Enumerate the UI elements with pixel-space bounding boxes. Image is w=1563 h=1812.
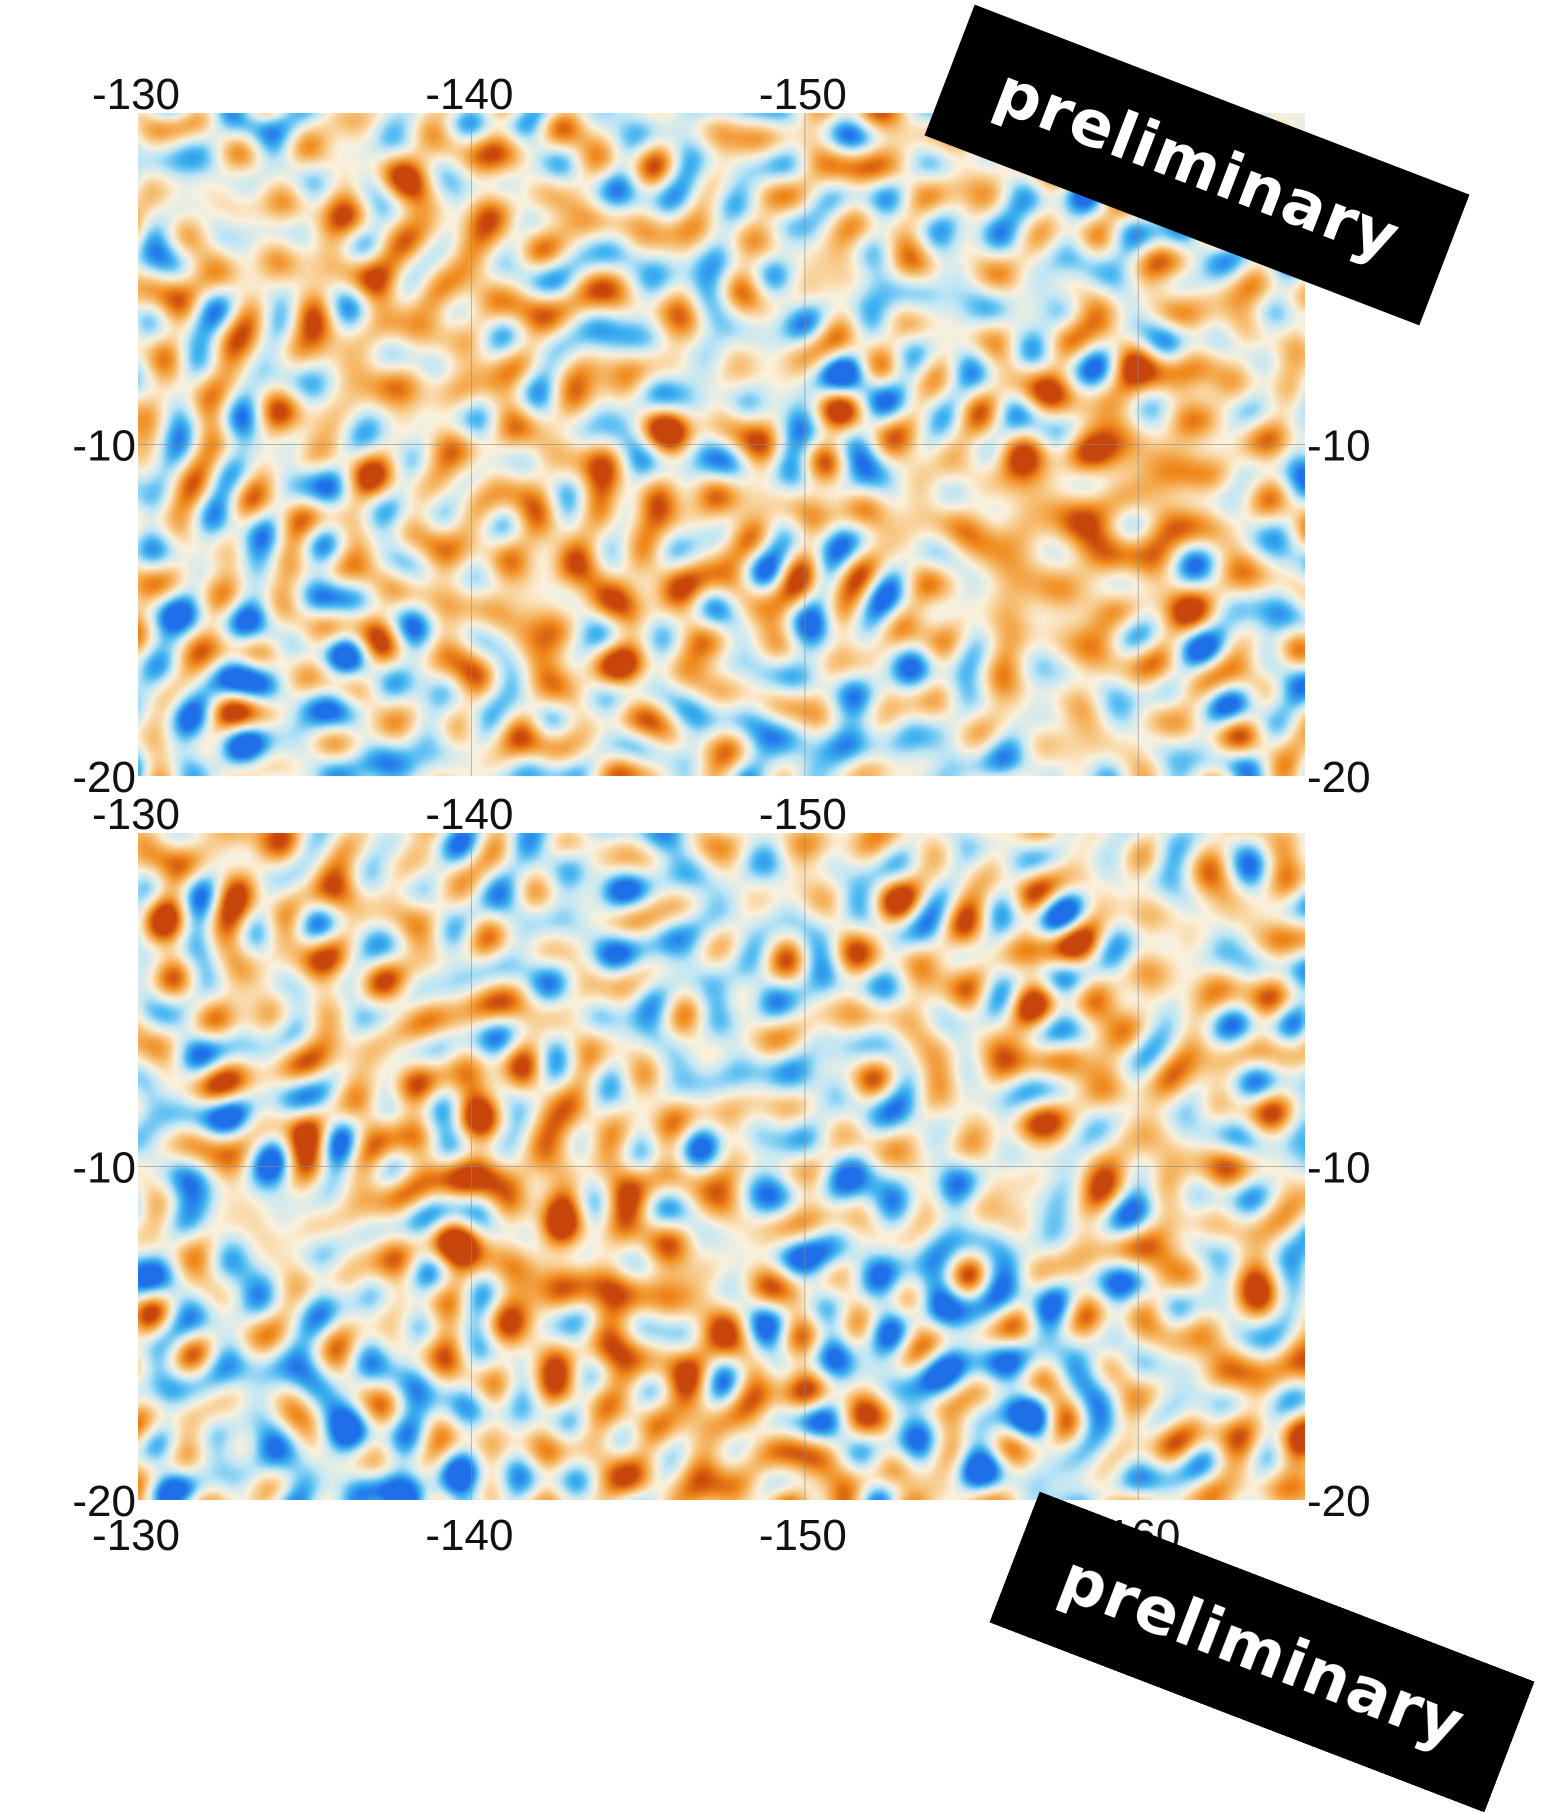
map-panel-top: -130 -140 -150 -10 -20 -10 -20 preliminary [0, 0, 1563, 802]
lat-tick-label: -10 [72, 1144, 136, 1193]
lon-tick-label: -140 [425, 1511, 513, 1560]
lat-tick-label: -20 [1307, 1477, 1371, 1526]
lon-tick-label: -130 [92, 1511, 180, 1560]
preliminary-stamp-bottom: preliminary [989, 1491, 1535, 1812]
lon-tick-label: -130 [92, 790, 180, 839]
lat-tick-label: -10 [1307, 422, 1371, 471]
map-panel-bottom: -130-140-150-130-140-150-160-10-20-10-20… [0, 750, 1563, 1812]
lon-tick-label: -150 [759, 790, 847, 839]
lat-tick-label: -10 [1307, 1144, 1371, 1193]
temperature-map-bottom [138, 833, 1305, 1500]
lon-tick-label: -150 [759, 70, 847, 119]
lon-tick-label: -140 [425, 70, 513, 119]
lon-tick-label: -130 [92, 70, 180, 119]
lon-tick-label: -150 [759, 1511, 847, 1560]
lon-tick-label: -140 [425, 790, 513, 839]
lat-tick-label: -20 [72, 1477, 136, 1526]
lat-tick-label: -10 [72, 422, 136, 471]
